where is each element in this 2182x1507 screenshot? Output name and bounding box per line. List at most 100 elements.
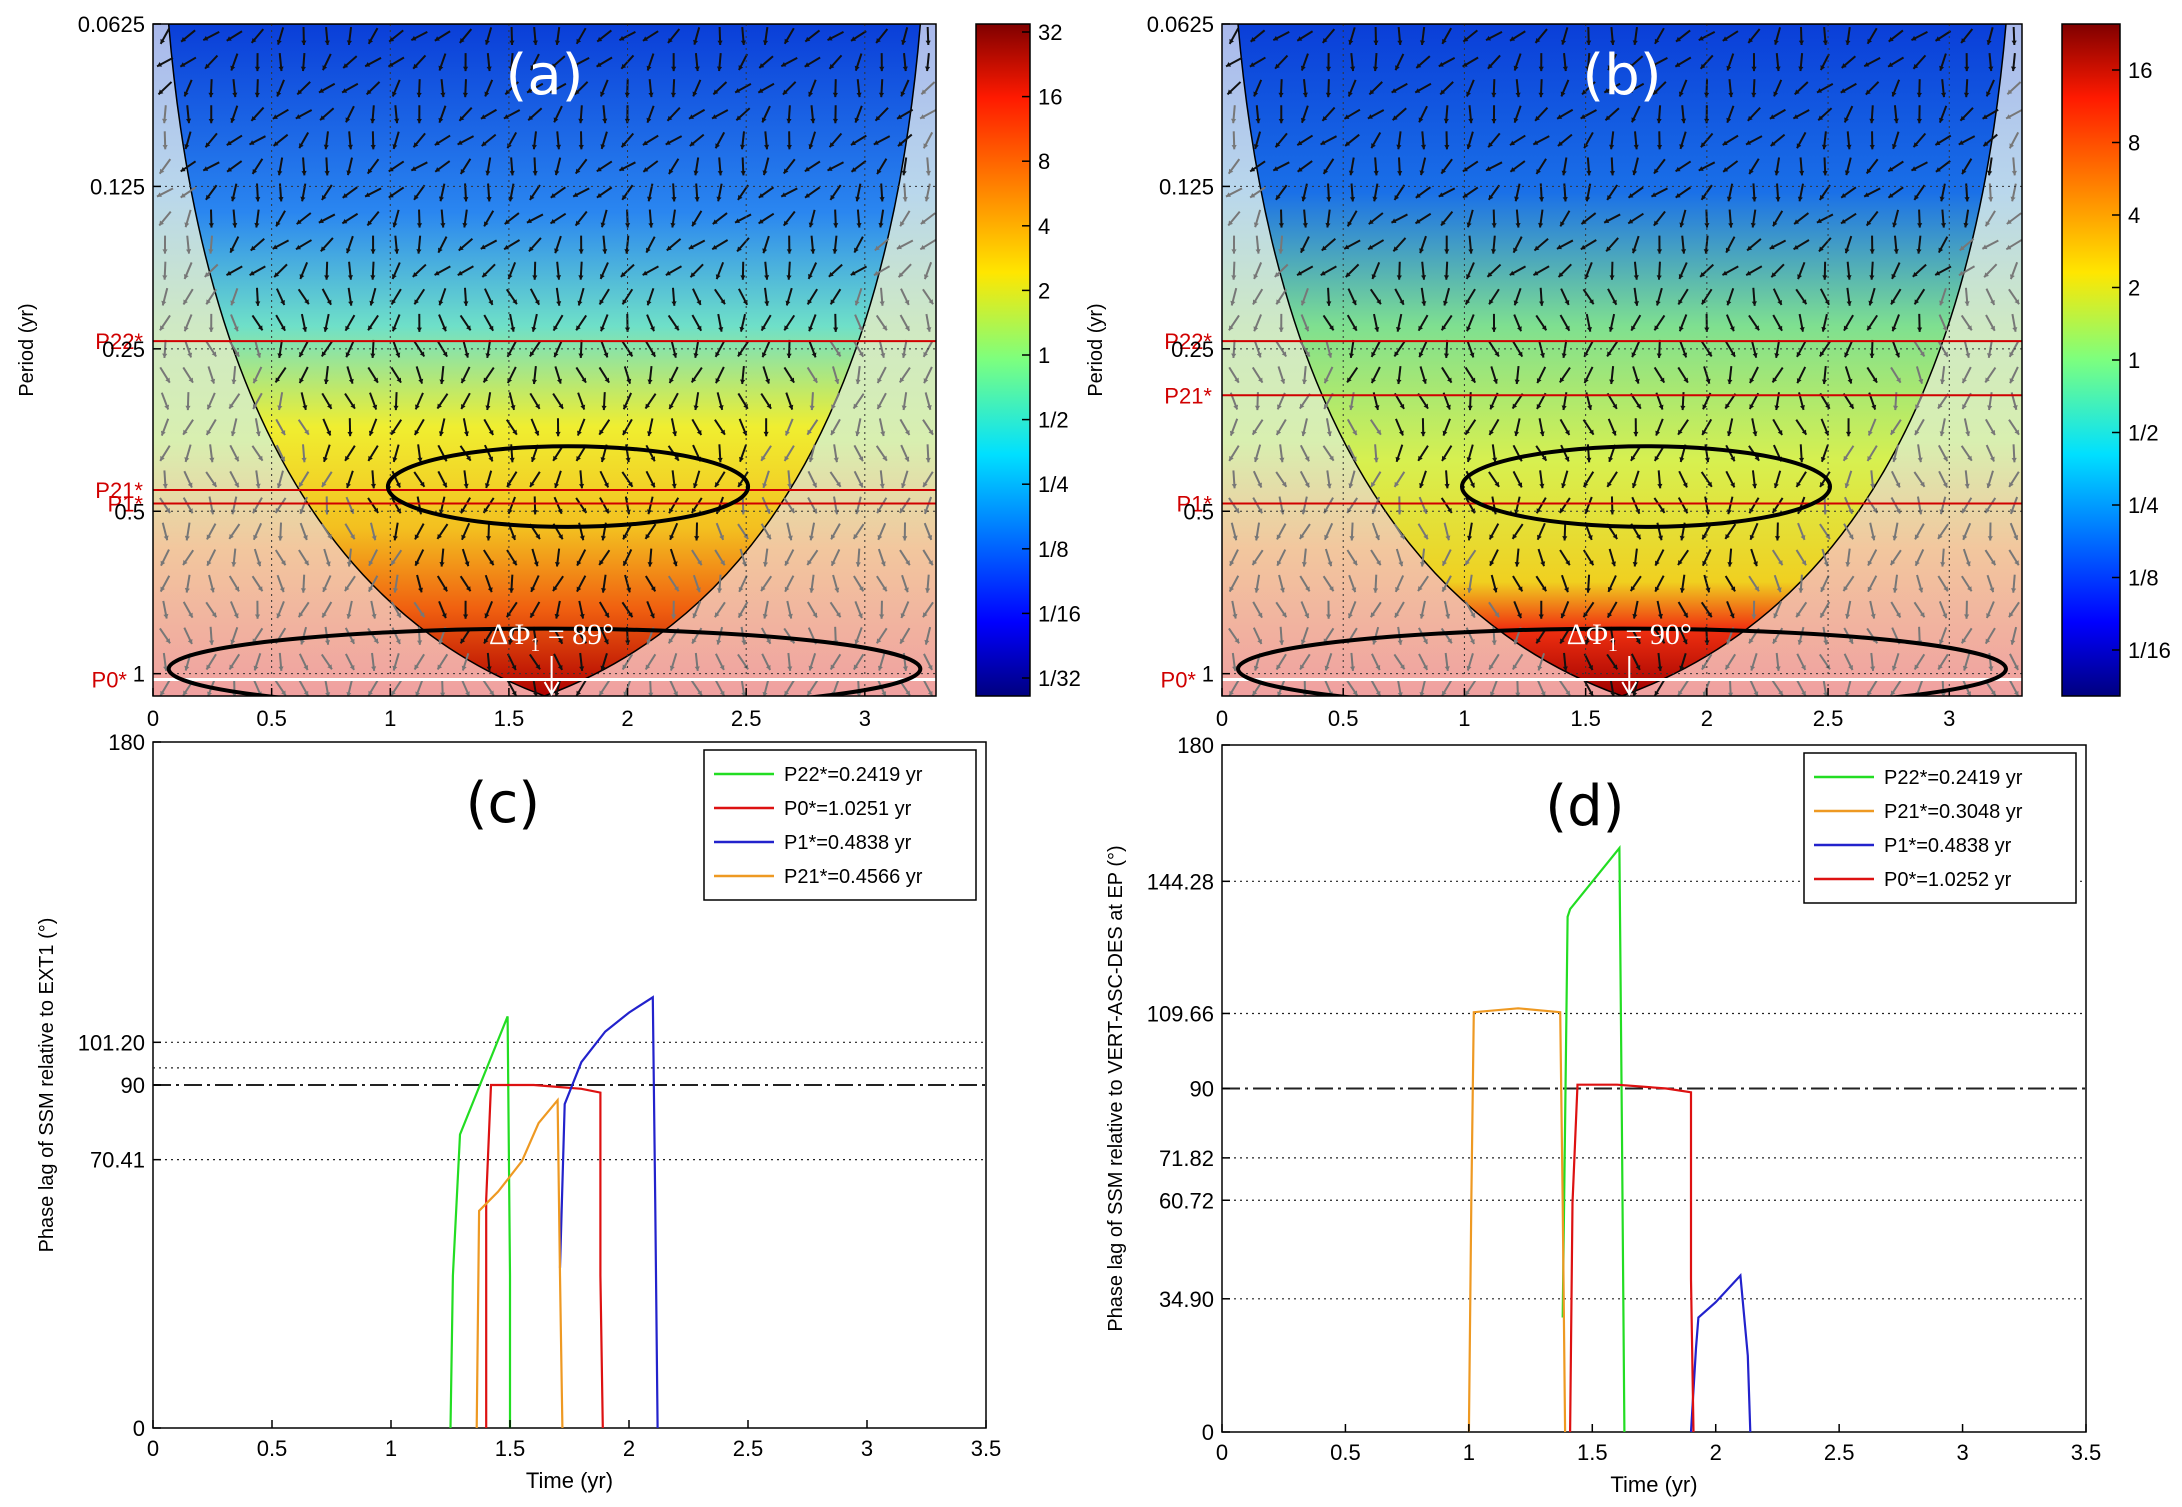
- period-marker-label: P0*: [1161, 667, 1197, 692]
- y-tick-label: 101.20: [78, 1030, 145, 1055]
- x-tick-label: 0.5: [1330, 1440, 1361, 1465]
- period-marker-label: P22*: [95, 329, 143, 354]
- legend: P22*=0.2419 yr P0*=1.0251 yr P1*=0.4838 yr…: [703, 749, 977, 901]
- legend-entry: P1*=0.4838 yr: [784, 832, 912, 854]
- x-tick-label: 3: [859, 706, 871, 731]
- legend-entry: P0*=1.0252 yr: [1884, 869, 2012, 891]
- series-line: [485, 1083, 604, 1429]
- x-tick-label: 1: [1463, 1440, 1475, 1465]
- y-tick-label: 0.5: [114, 499, 145, 524]
- colorbar-tick-label: 1: [2128, 348, 2140, 373]
- phase-arrow-field: [156, 26, 936, 696]
- significance-contour: [1460, 444, 1832, 529]
- y-tick-label: 0: [133, 1416, 145, 1441]
- phase-arrow-field: [1225, 26, 2022, 696]
- colorbar-tick-label: 4: [1038, 214, 1050, 239]
- significance-contour: [1236, 626, 2008, 696]
- plot-frame: [152, 23, 937, 697]
- x-axis-label: Time (yr): [526, 1468, 613, 1493]
- x-tick-label: 2: [1710, 1440, 1722, 1465]
- phase-chart-c: 0 0.5 1 1.5 2 2.5 3 3.5 0 70.41 90 101.20 180 Time (y…: [36, 730, 1001, 1493]
- panel-label: (d): [1545, 774, 1624, 839]
- x-tick-label: 2: [1701, 706, 1713, 731]
- significance-contour: [385, 444, 751, 529]
- colorbar-tick-label: 8: [1038, 149, 1050, 174]
- x-tick-label: 2.5: [731, 706, 762, 731]
- colorbar-tick-label: 1/2: [1038, 408, 1069, 433]
- y-tick-label: 71.82: [1159, 1146, 1214, 1171]
- x-tick-label: 1: [384, 706, 396, 731]
- colorbar-tick-label: 4: [2128, 203, 2140, 228]
- x-tick-label: 2.5: [1813, 706, 1844, 731]
- y-tick-label: 144.28: [1147, 869, 1214, 894]
- series-line: [1561, 845, 1626, 1433]
- colorbar-tick-label: 1: [1038, 343, 1050, 368]
- y-tick-label: 0.125: [1159, 174, 1214, 199]
- x-tick-label: 3: [861, 1436, 873, 1461]
- colorbar-tick-label: 1/8: [1038, 537, 1069, 562]
- period-marker-label: P21*: [95, 478, 143, 503]
- period-marker-label: P21*: [1164, 383, 1212, 408]
- y-tick-label: 90: [1190, 1077, 1214, 1102]
- y-axis-label: Phase lag of SSM relative to VERT-ASC-DE…: [1105, 845, 1127, 1331]
- series-line: [558, 995, 659, 1429]
- y-tick-label: 1: [1202, 662, 1214, 687]
- series-line: [1467, 1007, 1567, 1433]
- colorbar-tick-label: 16: [2128, 58, 2152, 83]
- x-tick-label: 1.5: [494, 706, 525, 731]
- series-line: [449, 1015, 512, 1429]
- x-tick-label: 0: [147, 1436, 159, 1461]
- x-tick-label: 1.5: [495, 1436, 526, 1461]
- colorbar-tick-label: 1/8: [2128, 566, 2159, 591]
- colorbar: [2061, 23, 2121, 697]
- x-tick-label: 3: [1943, 706, 1955, 731]
- x-tick-label: 0: [147, 706, 159, 731]
- y-axis-label: Phase lag of SSM relative to EXT1 (°): [36, 918, 58, 1253]
- series-line: [475, 1097, 564, 1429]
- period-marker-label: P1*: [108, 492, 144, 517]
- panel-label: (b): [1582, 43, 1661, 108]
- y-tick-label: 0: [1202, 1420, 1214, 1445]
- y-tick-label: 0.25: [102, 337, 145, 362]
- x-tick-label: 0.5: [256, 706, 287, 731]
- y-tick-label: 0.5: [1183, 499, 1214, 524]
- x-tick-label: 2: [621, 706, 633, 731]
- x-tick-label: 3.5: [971, 1436, 1002, 1461]
- x-tick-label: 0: [1216, 1440, 1228, 1465]
- colorbar-tick-label: 8: [2128, 131, 2140, 156]
- colorbar-tick-label: 1/2: [2128, 421, 2159, 446]
- x-axis-label: Time (yr): [1610, 1472, 1697, 1497]
- x-tick-label: 0: [1216, 706, 1228, 731]
- x-tick-label: 0.5: [1328, 706, 1359, 731]
- x-tick-label: 3.5: [2071, 1440, 2102, 1465]
- phase-chart-d: 0 0.5 1 1.5 2 2.5 3 3.5 0 34.90 60.72 71.82 90 109.66…: [1105, 733, 2101, 1497]
- period-marker-label: P0*: [92, 667, 128, 692]
- legend: P22*=0.2419 yr P21*=0.3048 yr P1*=0.4838 y…: [1803, 752, 2077, 904]
- phase-annotation: ΔΦ1 = 89°: [489, 618, 614, 656]
- plot-frame: [1221, 23, 2023, 697]
- y-tick-label: 60.72: [1159, 1188, 1214, 1213]
- x-tick-label: 2: [623, 1436, 635, 1461]
- phase-annotation: ΔΦ1 = 90°: [1567, 618, 1692, 656]
- x-tick-label: 1: [1458, 706, 1470, 731]
- colorbar-tick-label: 1/4: [1038, 472, 1069, 497]
- y-tick-label: 0.25: [1171, 337, 1214, 362]
- series-line: [1569, 1083, 1695, 1433]
- y-tick-label: 1: [133, 662, 145, 687]
- series-line: [1689, 1272, 1752, 1433]
- y-tick-label: 90: [121, 1073, 145, 1098]
- y-axis-label: Period (yr): [16, 303, 38, 396]
- colorbar-tick-label: 1/32: [1038, 666, 1081, 691]
- y-tick-label: 109.66: [1147, 1001, 1214, 1026]
- legend-entry: P21*=0.4566 yr: [784, 866, 923, 888]
- y-tick-label: 70.41: [90, 1148, 145, 1173]
- x-tick-label: 3: [1956, 1440, 1968, 1465]
- y-tick-label: 180: [1177, 733, 1214, 758]
- y-axis-label: Period (yr): [1085, 303, 1107, 396]
- period-marker-label: P1*: [1177, 492, 1213, 517]
- y-tick-label: 0.0625: [1147, 12, 1214, 37]
- y-tick-label: 34.90: [1159, 1287, 1214, 1312]
